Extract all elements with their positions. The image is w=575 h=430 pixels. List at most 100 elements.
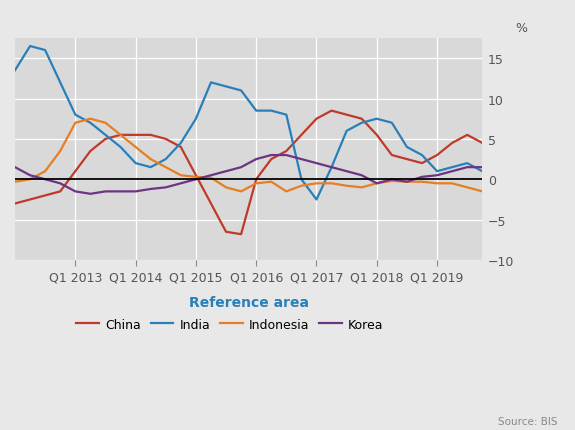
China	[117, 133, 124, 138]
India	[253, 109, 260, 114]
X-axis label: Reference area: Reference area	[189, 295, 309, 309]
China	[12, 201, 18, 206]
Indonesia	[26, 177, 33, 182]
Indonesia	[448, 181, 455, 187]
India	[42, 48, 49, 53]
China	[102, 137, 109, 142]
China	[434, 153, 440, 158]
Indonesia	[237, 189, 244, 194]
Indonesia	[12, 180, 18, 185]
China	[132, 133, 139, 138]
India	[448, 165, 455, 170]
India	[404, 145, 411, 150]
Indonesia	[193, 175, 200, 180]
Korea	[42, 177, 49, 182]
China	[419, 161, 426, 166]
India	[313, 197, 320, 203]
India	[117, 145, 124, 150]
India	[193, 117, 200, 122]
Korea	[373, 181, 380, 187]
Korea	[72, 189, 79, 194]
Indonesia	[132, 145, 139, 150]
China	[464, 133, 471, 138]
Korea	[102, 189, 109, 194]
Indonesia	[177, 173, 184, 178]
India	[208, 80, 214, 86]
Korea	[193, 177, 200, 182]
China	[162, 137, 169, 142]
China	[328, 109, 335, 114]
Line: China: China	[15, 111, 482, 235]
India	[464, 161, 471, 166]
China	[268, 157, 275, 162]
Indonesia	[117, 133, 124, 138]
Korea	[404, 180, 411, 185]
India	[388, 121, 395, 126]
China	[177, 145, 184, 150]
Korea	[343, 169, 350, 175]
India	[177, 141, 184, 146]
Indonesia	[268, 180, 275, 185]
Korea	[464, 165, 471, 170]
Korea	[268, 153, 275, 158]
China	[313, 117, 320, 122]
Indonesia	[404, 180, 411, 185]
India	[72, 113, 79, 118]
China	[208, 201, 214, 206]
India	[283, 113, 290, 118]
Korea	[132, 189, 139, 194]
Indonesia	[358, 185, 365, 190]
Indonesia	[479, 189, 486, 194]
Korea	[448, 169, 455, 175]
Indonesia	[72, 121, 79, 126]
China	[87, 149, 94, 154]
Indonesia	[102, 121, 109, 126]
Korea	[313, 161, 320, 166]
Indonesia	[147, 157, 154, 162]
India	[57, 80, 64, 86]
India	[419, 153, 426, 158]
Indonesia	[313, 181, 320, 187]
India	[358, 121, 365, 126]
Line: Indonesia: Indonesia	[15, 120, 482, 192]
Indonesia	[253, 181, 260, 187]
Korea	[479, 165, 486, 170]
India	[223, 85, 229, 90]
India	[102, 133, 109, 138]
Korea	[12, 165, 18, 170]
Indonesia	[57, 149, 64, 154]
India	[298, 177, 305, 182]
India	[328, 165, 335, 170]
Korea	[223, 169, 229, 175]
China	[343, 113, 350, 118]
China	[193, 173, 200, 178]
China	[358, 117, 365, 122]
India	[237, 89, 244, 94]
Korea	[208, 173, 214, 178]
Korea	[57, 181, 64, 187]
Korea	[253, 157, 260, 162]
Text: Source: BIS: Source: BIS	[499, 416, 558, 426]
China	[72, 169, 79, 175]
China	[448, 141, 455, 146]
Korea	[298, 157, 305, 162]
Korea	[434, 173, 440, 178]
China	[388, 153, 395, 158]
Indonesia	[464, 185, 471, 190]
Korea	[147, 187, 154, 192]
Indonesia	[388, 179, 395, 184]
China	[404, 157, 411, 162]
Korea	[237, 165, 244, 170]
Korea	[388, 177, 395, 182]
Korea	[177, 181, 184, 187]
Indonesia	[208, 176, 214, 181]
Indonesia	[87, 117, 94, 122]
Line: Korea: Korea	[15, 156, 482, 194]
China	[237, 232, 244, 237]
Indonesia	[283, 189, 290, 194]
China	[479, 141, 486, 146]
Korea	[358, 173, 365, 178]
Line: India: India	[15, 47, 482, 200]
India	[87, 121, 94, 126]
India	[12, 68, 18, 74]
